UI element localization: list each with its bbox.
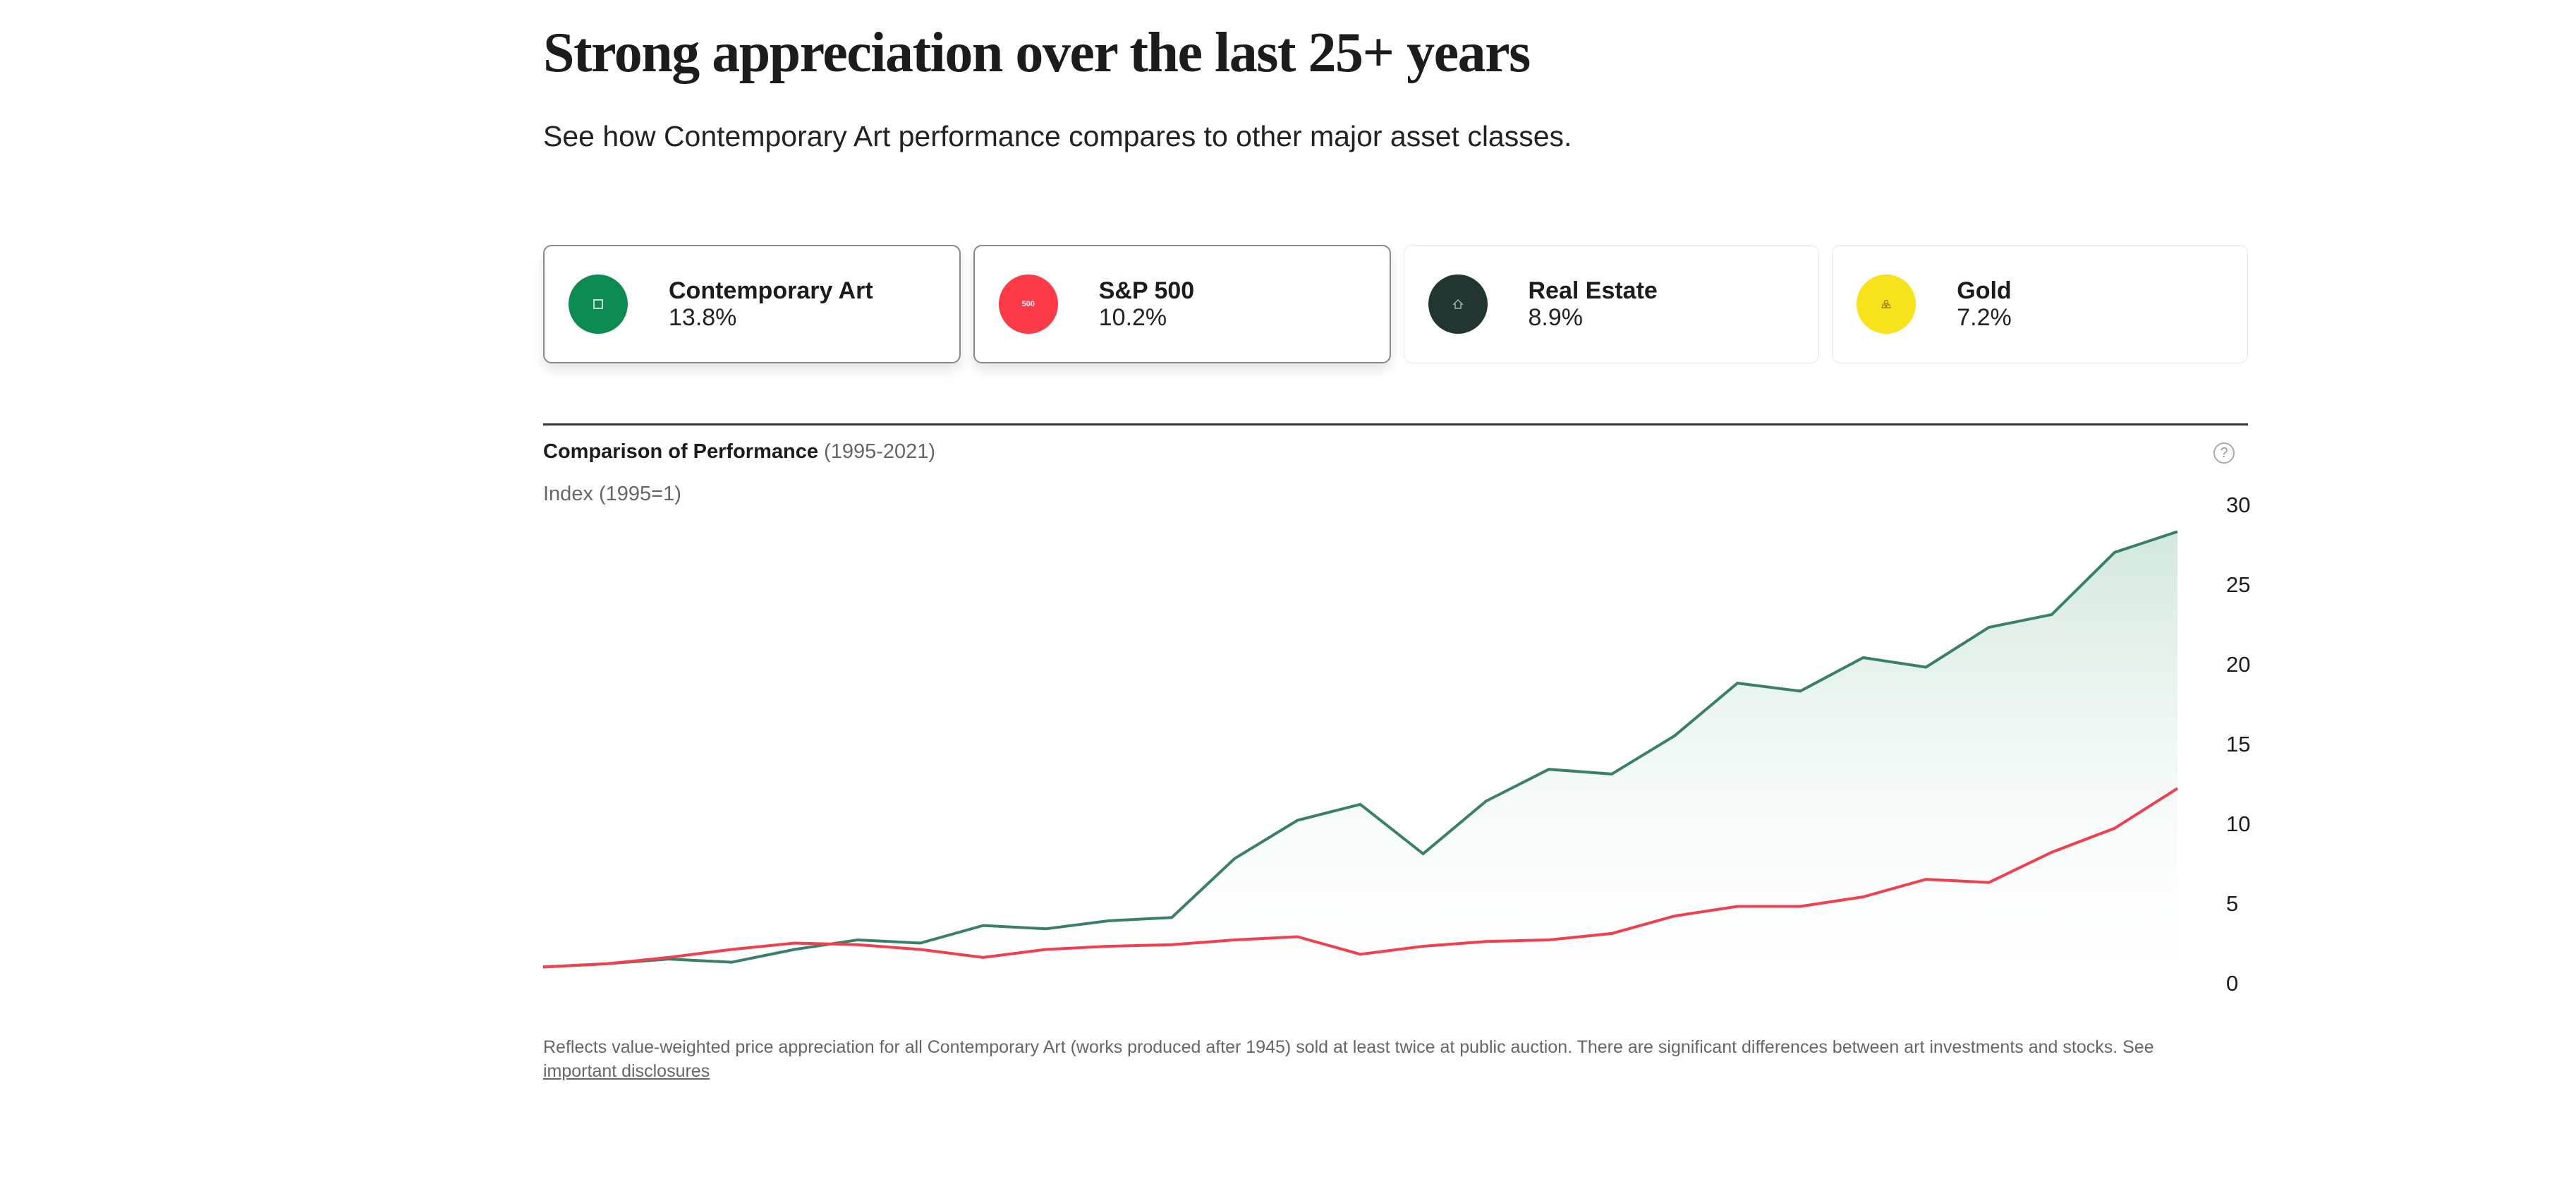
sp500-icon: 500 xyxy=(998,274,1058,334)
asset-return: 13.8% xyxy=(669,304,737,331)
y-tick-label: 5 xyxy=(2226,891,2238,916)
series-line-contemporary-art xyxy=(542,530,2178,969)
footnote-text: Reflects value-weighted price appreciati… xyxy=(543,1037,2154,1057)
question-circle-icon[interactable]: ? xyxy=(2213,442,2235,464)
y-tick-label: 10 xyxy=(2226,811,2250,836)
sp500-icon-text: 500 xyxy=(1021,300,1035,308)
footnote: Reflects value-weighted price appreciati… xyxy=(543,1035,2264,1083)
asset-card-sp500[interactable]: 500 S&P 500 10.2% xyxy=(973,245,1391,363)
y-tick-label: 0 xyxy=(2226,971,2238,996)
y-tick-label: 25 xyxy=(2226,572,2250,597)
y-tick-label: 30 xyxy=(2226,493,2250,517)
asset-card-contemporary-art[interactable]: Contemporary Art 13.8% xyxy=(543,245,961,363)
asset-return: 7.2% xyxy=(1957,304,2012,331)
asset-return: 10.2% xyxy=(1098,304,1167,331)
chart-date-range: (1995-2021) xyxy=(824,440,936,463)
page-subtitle: See how Contemporary Art performance com… xyxy=(543,120,1572,152)
y-tick-label: 15 xyxy=(2226,732,2250,756)
section-divider xyxy=(543,423,2248,425)
series-line-s-p-500 xyxy=(542,787,2179,969)
art-frame-icon xyxy=(569,274,628,334)
asset-name: Real Estate xyxy=(1528,277,1658,304)
asset-card-gold[interactable]: Gold 7.2% xyxy=(1832,245,2248,363)
asset-card-real-estate[interactable]: Real Estate 8.9% xyxy=(1403,245,1820,363)
house-icon xyxy=(1428,274,1488,334)
important-disclosures-link[interactable]: important disclosures xyxy=(543,1061,710,1081)
chart-title-text: Comparison of Performance xyxy=(543,440,818,463)
gold-bars-icon xyxy=(1857,274,1916,334)
asset-name: Contemporary Art xyxy=(669,277,873,304)
series-area-contemporary-art xyxy=(543,531,2177,983)
asset-class-cards: Contemporary Art 13.8% 500 S&P 500 10.2%… xyxy=(543,245,2248,365)
asset-name: Gold xyxy=(1957,277,2012,304)
asset-name: S&P 500 xyxy=(1098,277,1195,304)
asset-return: 8.9% xyxy=(1528,304,1584,331)
y-axis-label: Index (1995=1) xyxy=(543,483,681,505)
chart-title: Comparison of Performance (1995-2021) xyxy=(543,440,935,464)
page-title: Strong appreciation over the last 25+ ye… xyxy=(543,22,1531,84)
y-tick-label: 20 xyxy=(2226,652,2250,677)
